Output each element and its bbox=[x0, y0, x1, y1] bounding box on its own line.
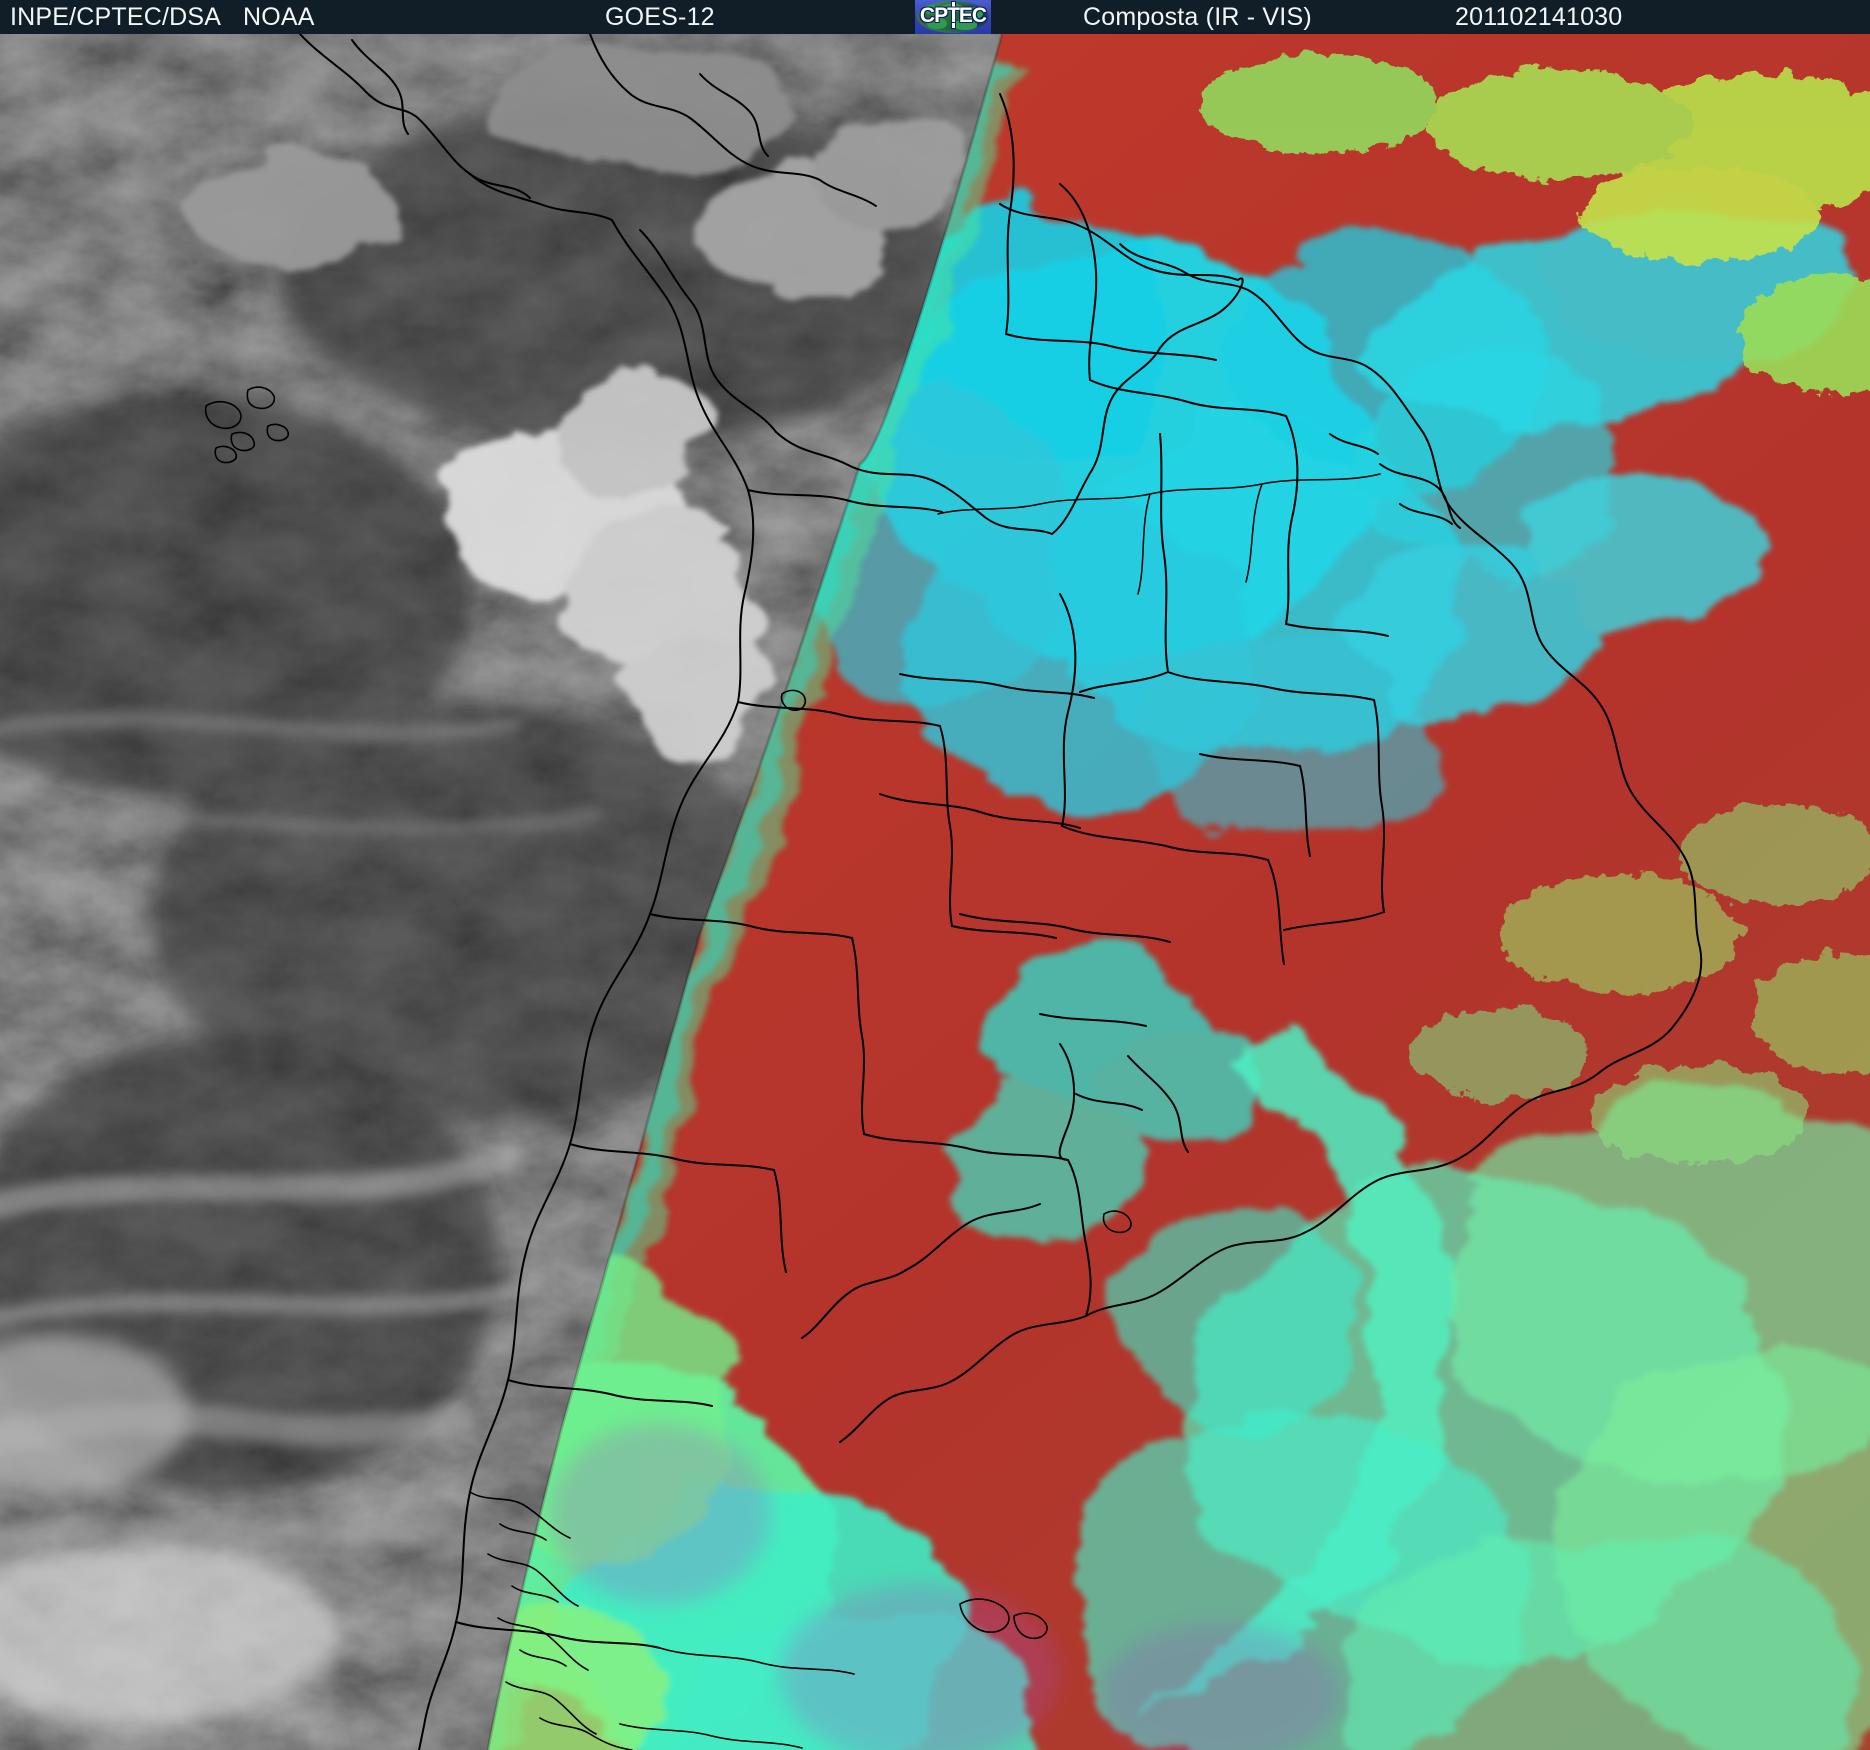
cptec-wordmark: CPTEC bbox=[919, 4, 987, 27]
cross-bar-icon bbox=[952, 2, 955, 28]
convective-cells bbox=[1200, 54, 1870, 394]
galapagos-islands bbox=[204, 386, 290, 464]
day-night-terminator bbox=[486, 34, 1004, 1750]
product-label: Composta (IR - VIS) bbox=[1083, 3, 1312, 31]
amazon-river bbox=[937, 473, 1381, 595]
network-label: NOAA bbox=[243, 3, 315, 31]
northern-south-america-coast bbox=[639, 203, 1449, 535]
timestamp-label: 201102141030 bbox=[1455, 3, 1623, 31]
brazil-coastline bbox=[1085, 433, 1703, 1317]
map-overlay-vectors bbox=[204, 34, 1703, 1750]
satellite-label: GOES-12 bbox=[605, 3, 715, 31]
satellite-imagery-canvas bbox=[0, 34, 1870, 1750]
brazil-state-borders bbox=[879, 93, 1389, 1027]
national-borders bbox=[455, 489, 1069, 1649]
satellite-image-svg bbox=[0, 34, 1870, 1750]
central-america-coast bbox=[299, 34, 877, 221]
amazon-cloud-shield bbox=[810, 194, 1630, 844]
rio-de-la-plata-coast bbox=[801, 1043, 1189, 1443]
night-ir-region bbox=[0, 34, 1002, 1750]
header-bar: INPE/CPTEC/DSA NOAA GOES-12 Composta (IR… bbox=[0, 0, 1870, 34]
patagonia-fjords bbox=[469, 1491, 1048, 1750]
ir-cloud-mass bbox=[190, 54, 950, 754]
agency-label: INPE/CPTEC/DSA bbox=[10, 3, 222, 31]
inland-lakes bbox=[780, 689, 1132, 1234]
cptec-logo-icon: CPTEC bbox=[915, 0, 991, 34]
